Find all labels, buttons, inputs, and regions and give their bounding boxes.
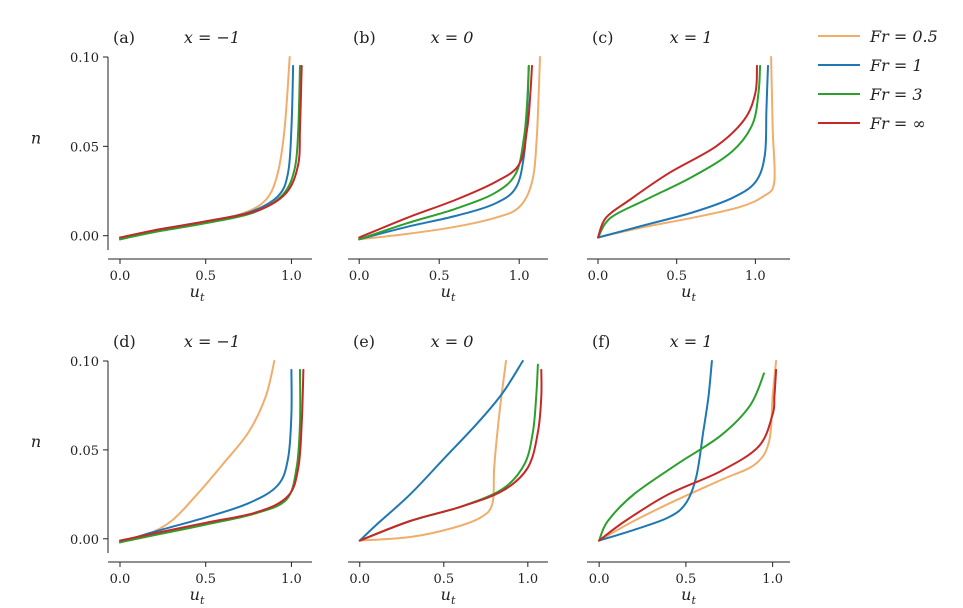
panel-title: x = −1: [184, 28, 240, 47]
y-tick-label: 0.05: [70, 140, 99, 155]
x-tick-label: 0.5: [429, 269, 450, 284]
x-tick-label: 0.0: [110, 572, 131, 587]
series-line-fr1: [598, 360, 713, 542]
x-tick-label: 0.5: [666, 269, 687, 284]
series-line-fr1: [119, 64, 295, 241]
x-tick-label: 0.0: [110, 269, 131, 284]
panel-letter: (e): [353, 332, 375, 351]
x-tick-label: 0.5: [195, 572, 216, 587]
x-tick-label: 0.5: [676, 572, 697, 587]
panel-f: 0.0 0.5 1.0 ut (f) x = 1: [587, 332, 790, 607]
y-axis-label: n: [31, 432, 41, 451]
panel-letter: (c): [592, 28, 613, 47]
panel-title: x = −1: [184, 332, 240, 351]
x-tick-label: 1.0: [509, 269, 530, 284]
series-line-fr05: [358, 56, 541, 241]
x-tick-label: 0.5: [433, 572, 454, 587]
x-axis-label: ut: [190, 282, 205, 304]
panel-letter: (d): [113, 332, 136, 351]
x-tick-label: 1.0: [762, 572, 783, 587]
x-tick-label: 0.0: [588, 269, 609, 284]
panel-e: 0.0 0.5 1.0 ut (e) x = 0: [348, 332, 548, 607]
x-tick-label: 1.0: [281, 269, 302, 284]
x-axis-label: ut: [681, 282, 696, 304]
series-line-fr: [597, 64, 758, 239]
series-line-fr: [119, 64, 303, 239]
panel-c: 0.0 0.5 1.0 ut (c) x = 1: [587, 28, 790, 304]
x-axis-label: ut: [441, 282, 456, 304]
panel-title: x = 1: [670, 332, 713, 351]
series-line-fr05: [119, 56, 291, 241]
series-line-fr05: [597, 56, 776, 239]
series-line-fr3: [358, 64, 530, 241]
panel-title: x = 1: [670, 28, 713, 47]
x-tick-label: 0.0: [589, 572, 610, 587]
panel-b: 0.0 0.5 1.0 ut (b) x = 0: [348, 28, 548, 304]
series-line-fr: [598, 368, 778, 542]
panel-letter: (f): [592, 332, 610, 351]
series-line-fr1: [358, 360, 524, 542]
legend-label-fr05: Fr = 0.5: [869, 27, 938, 46]
y-axis-label: n: [31, 129, 41, 148]
series-line-fr05: [598, 360, 778, 542]
x-tick-label: 1.0: [745, 269, 766, 284]
legend-label-fr3: Fr = 3: [869, 85, 923, 104]
x-tick-label: 0.5: [195, 269, 216, 284]
x-tick-label: 1.0: [281, 572, 302, 587]
legend-label-fr1: Fr = 1: [869, 56, 923, 75]
y-tick-label: 0.05: [70, 444, 99, 459]
legend: Fr = 0.5 Fr = 1 Fr = 3 Fr = ∞: [818, 27, 938, 133]
x-axis-label: ut: [190, 585, 205, 607]
series-line-fr: [358, 64, 533, 239]
series-line-fr3: [597, 64, 762, 239]
legend-label-frinf: Fr = ∞: [869, 114, 926, 133]
y-tick-label: 0.10: [70, 51, 99, 66]
panel-title: x = 0: [431, 332, 474, 351]
x-tick-label: 0.0: [349, 572, 370, 587]
panel-title: x = 0: [431, 28, 474, 47]
y-tick-label: 0.10: [70, 355, 99, 370]
x-axis-label: ut: [681, 585, 696, 607]
series-line-fr: [119, 368, 305, 542]
x-tick-label: 1.0: [517, 572, 538, 587]
panel-letter: (b): [353, 28, 376, 47]
series-line-fr3: [119, 368, 302, 544]
x-axis-label: ut: [441, 585, 456, 607]
series-line-fr3: [119, 64, 301, 241]
panels: 0.0 0.5 1.0 ut 0.00 0.05 0.10 n (a) x = −1 0.0 0.5 1…: [31, 28, 790, 607]
panel-a: 0.0 0.5 1.0 ut 0.00 0.05 0.10 n (a) x = −1: [31, 28, 312, 304]
series-line-fr05: [358, 360, 507, 542]
series-line-fr3: [598, 372, 765, 542]
series-line-fr1: [597, 64, 769, 239]
panel-d: 0.0 0.5 1.0 ut 0.00 0.05 0.10 n (d) x = −1: [31, 332, 312, 607]
y-tick-label: 0.00: [70, 533, 99, 548]
y-tick-label: 0.00: [70, 230, 99, 245]
panel-letter: (a): [113, 28, 135, 47]
series-line-fr: [358, 368, 543, 542]
series-line-fr1: [119, 368, 293, 544]
x-tick-label: 0.0: [349, 269, 370, 284]
